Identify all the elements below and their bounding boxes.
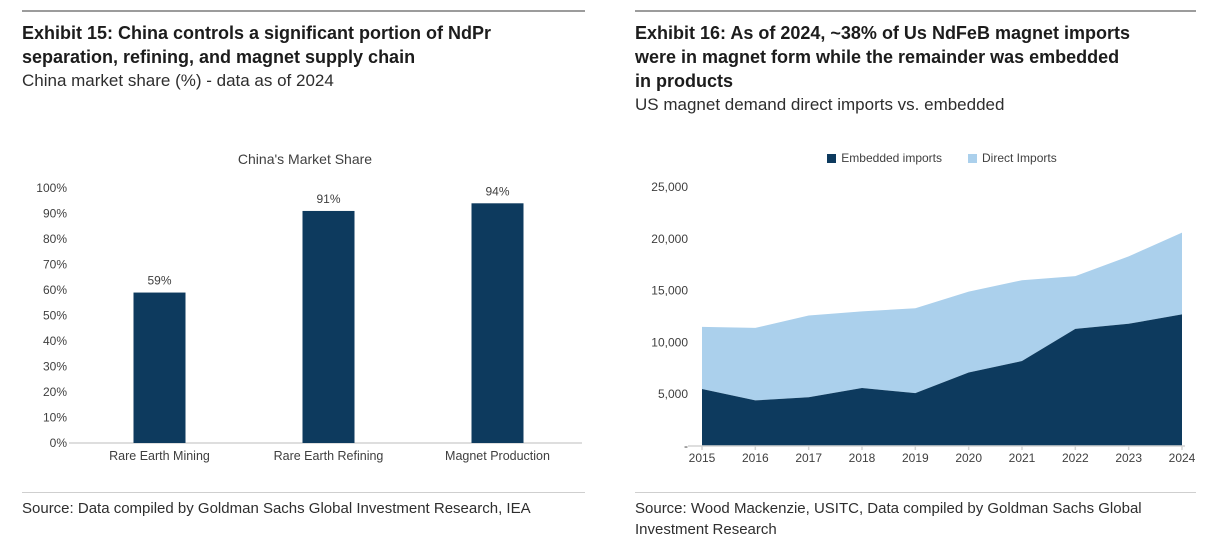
svg-text:2024: 2024 xyxy=(1169,451,1196,465)
svg-text:25,000: 25,000 xyxy=(651,180,688,194)
svg-text:10,000: 10,000 xyxy=(651,335,688,349)
exhibit-16-title-line-3: in products xyxy=(635,71,733,91)
legend-swatch-direct xyxy=(968,153,978,163)
exhibit-16-source: Source: Wood Mackenzie, USITC, Data comp… xyxy=(635,498,1142,540)
svg-text:10%: 10% xyxy=(43,411,67,425)
svg-text:60%: 60% xyxy=(43,283,67,297)
legend-swatch-embedded xyxy=(827,153,837,163)
svg-text:5,000: 5,000 xyxy=(658,387,688,401)
svg-text:91%: 91% xyxy=(316,192,340,206)
exhibit-15-source: Source: Data compiled by Goldman Sachs G… xyxy=(22,498,531,519)
exhibit-15-panel: Exhibit 15: China controls a significant… xyxy=(22,0,585,549)
exhibit-16-title-line-1: Exhibit 16: As of 2024, ~38% of Us NdFeB… xyxy=(635,23,1130,43)
svg-text:-: - xyxy=(684,439,688,453)
top-rule-right xyxy=(635,10,1196,12)
exhibit-15-source-line-1: Source: Data compiled by Goldman Sachs G… xyxy=(22,500,531,517)
svg-text:2016: 2016 xyxy=(742,451,769,465)
bottom-rule-right xyxy=(635,492,1196,493)
svg-text:China's Market Share: China's Market Share xyxy=(238,151,372,167)
svg-text:20,000: 20,000 xyxy=(651,232,688,246)
svg-text:90%: 90% xyxy=(43,207,67,221)
svg-text:2018: 2018 xyxy=(849,451,876,465)
svg-text:2015: 2015 xyxy=(689,451,716,465)
exhibit-16-subtitle: US magnet demand direct imports vs. embe… xyxy=(635,95,1005,114)
svg-text:Magnet Production: Magnet Production xyxy=(445,449,550,463)
svg-text:80%: 80% xyxy=(43,232,67,246)
legend-label-direct: Direct Imports xyxy=(982,151,1057,165)
exhibit-16-source-line-1: Source: Wood Mackenzie, USITC, Data comp… xyxy=(635,500,1142,517)
svg-text:15,000: 15,000 xyxy=(651,284,688,298)
svg-text:70%: 70% xyxy=(43,258,67,272)
svg-text:2020: 2020 xyxy=(955,451,982,465)
svg-text:50%: 50% xyxy=(43,309,67,323)
bottom-rule-left xyxy=(22,492,585,493)
exhibit-16-header: Exhibit 16: As of 2024, ~38% of Us NdFeB… xyxy=(635,21,1196,117)
svg-text:2022: 2022 xyxy=(1062,451,1089,465)
svg-text:2017: 2017 xyxy=(795,451,822,465)
exhibit-16-panel: Exhibit 16: As of 2024, ~38% of Us NdFeB… xyxy=(635,0,1196,549)
svg-text:Rare Earth Mining: Rare Earth Mining xyxy=(109,449,210,463)
svg-text:2021: 2021 xyxy=(1009,451,1036,465)
bar-chart-svg: China's Market Share 0% 10% 20% 30% 40% 50% 60%… xyxy=(36,151,582,463)
exhibit-16-source-line-2: Investment Research xyxy=(635,521,777,538)
stacked-area-svg: - 5,000 10,000 15,000 20,000 25,000 2015 2016 20… xyxy=(651,180,1196,465)
svg-text:Rare Earth Refining: Rare Earth Refining xyxy=(274,449,384,463)
legend-label-embedded: Embedded imports xyxy=(841,151,943,165)
chart-legend: Embedded imports Direct Imports xyxy=(702,151,1182,165)
legend-item-embedded-imports: Embedded imports xyxy=(827,151,942,165)
bar-chart: China's Market Share 0% 10% 20% 30% 40% 50% 60%… xyxy=(22,138,585,468)
legend-item-direct-imports: Direct Imports xyxy=(968,151,1057,165)
svg-text:100%: 100% xyxy=(36,181,67,195)
exhibit-15-title-line-2: separation, refining, and magnet supply … xyxy=(22,47,416,67)
svg-text:94%: 94% xyxy=(485,184,509,198)
exhibit-15-subtitle: China market share (%) - data as of 2024 xyxy=(22,71,334,90)
svg-text:2023: 2023 xyxy=(1115,451,1142,465)
exhibit-16-title-line-2: were in magnet form while the remainder … xyxy=(635,47,1120,67)
svg-text:40%: 40% xyxy=(43,334,67,348)
svg-text:2019: 2019 xyxy=(902,451,929,465)
exhibit-15-title-line-1: Exhibit 15: China controls a significant… xyxy=(22,23,492,43)
top-rule-left xyxy=(22,10,585,12)
exhibit-15-header: Exhibit 15: China controls a significant… xyxy=(22,21,585,93)
svg-text:0%: 0% xyxy=(50,436,68,450)
svg-text:30%: 30% xyxy=(43,360,67,374)
stacked-area-chart: Embedded imports Direct Imports - 5,000 10… xyxy=(635,145,1196,475)
svg-text:59%: 59% xyxy=(147,274,171,288)
svg-text:20%: 20% xyxy=(43,385,67,399)
